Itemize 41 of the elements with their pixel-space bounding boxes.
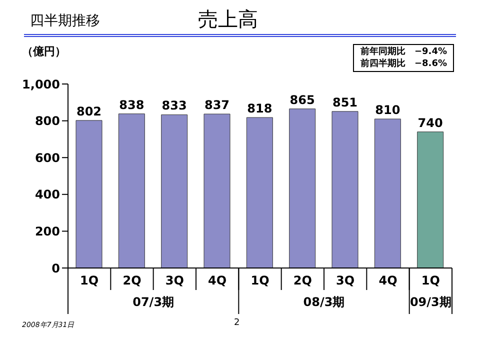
bar [289, 108, 316, 268]
comparison-box: 前年同期比 −9.4% 前四半期比 −8.6% [353, 44, 454, 72]
text: 09/3期 [410, 295, 452, 309]
y-tick-label: 1,000 [22, 77, 60, 92]
data-label: 810 [375, 102, 400, 117]
data-label: 833 [162, 98, 187, 113]
x-tick-label: 1Q [80, 274, 99, 288]
bar [417, 132, 444, 268]
data-label: 851 [332, 95, 358, 110]
chart-subtitle: 四半期推移 [30, 12, 100, 30]
data-label: 802 [76, 104, 102, 118]
text: 07/3期 [132, 295, 174, 309]
data-label: 818 [247, 101, 272, 116]
y-tick-label: 200 [34, 224, 60, 238]
x-tick-label: 3Q [165, 274, 184, 288]
y-tick-label: 400 [34, 188, 60, 202]
bar [204, 114, 230, 268]
bar [332, 111, 358, 268]
y-axis-title: （億円） [22, 44, 66, 59]
x-tick-label: 4Q [208, 274, 227, 288]
text: 2 [234, 318, 240, 328]
chart-title: 売上高 [198, 6, 258, 33]
data-label: 865 [290, 92, 315, 107]
y-tick-label: 800 [34, 114, 60, 128]
bar [161, 114, 188, 268]
bar [246, 117, 273, 268]
x-tick-label: 2Q [122, 274, 142, 288]
x-tick-label: 2Q [293, 274, 312, 288]
x-tick-label: 1Q [421, 274, 440, 288]
bar [118, 114, 145, 268]
text: 08/3期 [303, 295, 345, 309]
bar [76, 120, 102, 268]
data-label: 838 [119, 98, 144, 112]
y-tick-label: 0 [52, 261, 60, 276]
x-tick-label: 3Q [336, 274, 355, 288]
data-label: 740 [418, 116, 443, 130]
x-tick-label: 1Q [250, 274, 270, 288]
x-tick-label: 4Q [378, 274, 398, 288]
bar [374, 118, 401, 268]
y-tick-label: 600 [34, 150, 60, 165]
data-label: 837 [204, 98, 230, 112]
